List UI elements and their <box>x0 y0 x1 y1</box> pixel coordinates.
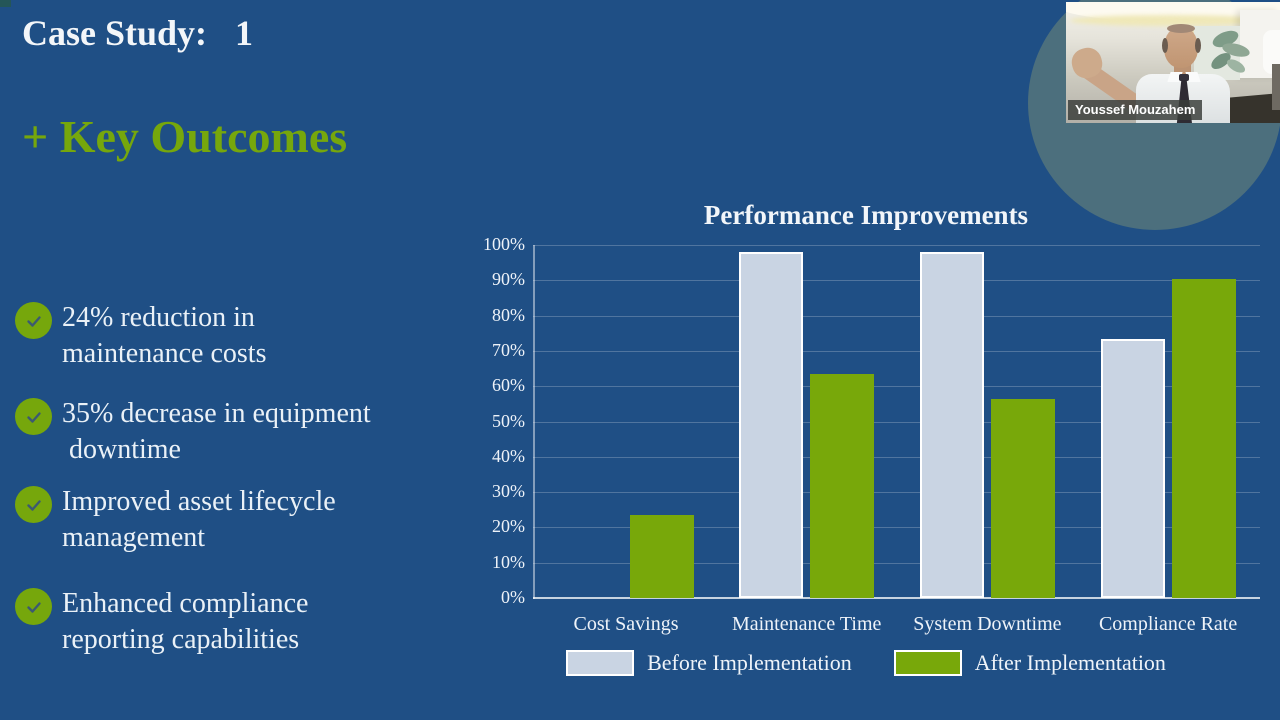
gridline <box>533 315 1260 317</box>
y-axis-tick-label: 20% <box>492 516 525 537</box>
gridline <box>533 386 1260 388</box>
room-edge-shadow <box>1272 64 1280 110</box>
legend-swatch-after <box>893 650 962 676</box>
x-axis-category-label: Maintenance Time <box>731 613 882 635</box>
y-axis-tick-label: 100% <box>483 234 525 254</box>
gridline <box>533 527 1260 529</box>
legend-swatch-before <box>566 650 635 676</box>
y-axis-tick-label: 50% <box>492 410 525 431</box>
chart-legend: Before Implementation After Implementatio… <box>470 650 1262 676</box>
speaker-head <box>1164 26 1198 68</box>
bar-after-maintenance-time <box>810 373 875 598</box>
legend-item: After Implementation <box>893 650 1166 676</box>
list-item: 35% decrease in equipment downtime <box>0 396 500 468</box>
slide-title-number: 1 <box>235 13 254 53</box>
y-axis-tick-label: 30% <box>492 481 525 502</box>
gridline <box>533 456 1260 458</box>
gridline <box>533 421 1260 423</box>
bullet-text: 35% decrease in equipment downtime <box>62 398 371 465</box>
y-axis-tick-label: 40% <box>492 445 525 466</box>
key-outcomes-list: 24% reduction in maintenance costs 35% de… <box>0 0 500 720</box>
chart-plot <box>533 245 1260 599</box>
check-icon <box>15 486 52 523</box>
bar-before-compliance-rate <box>1100 338 1165 598</box>
ceiling-light-band <box>1070 15 1270 26</box>
list-item: Enhanced compliance reporting capabiliti… <box>0 586 500 658</box>
y-axis-tick-label: 80% <box>492 304 525 325</box>
gridline <box>533 350 1260 352</box>
y-axis-tick-label: 60% <box>492 375 525 396</box>
legend-item: Before Implementation <box>566 650 852 676</box>
y-axis-tick-label: 0% <box>501 587 525 607</box>
legend-label: Before Implementation <box>647 650 852 675</box>
bar-after-system-downtime <box>990 398 1055 598</box>
check-icon <box>15 588 52 625</box>
webcam-video-tile[interactable]: Youssef Mouzahem <box>1066 2 1280 123</box>
key-outcomes-heading: + Key Outcomes <box>22 111 348 162</box>
speaker-hair <box>1167 24 1195 33</box>
bar-before-system-downtime <box>919 252 984 598</box>
gridline <box>533 245 1260 246</box>
speaker-hair <box>1162 38 1168 53</box>
x-axis-category-label: Cost Savings <box>573 613 679 635</box>
wall-lamp <box>1263 30 1280 74</box>
x-axis-category-label: Compliance Rate <box>1098 613 1238 635</box>
gridline <box>533 492 1260 494</box>
check-icon <box>15 398 52 435</box>
bar-before-maintenance-time <box>739 252 804 598</box>
y-axis-line <box>533 245 535 599</box>
y-axis-tick-label: 70% <box>492 339 525 360</box>
list-item: 24% reduction in maintenance costs <box>0 300 500 372</box>
gridline <box>533 280 1260 282</box>
bullet-text: Improved asset lifecycle management <box>62 486 336 553</box>
x-axis-category-label: System Downtime <box>913 613 1062 635</box>
y-axis-tick-label: 10% <box>492 551 525 572</box>
corner-artifact <box>0 0 11 7</box>
performance-chart: Performance Improvements Before Implemen… <box>470 200 1262 692</box>
slide-title-label: Case Study: <box>22 13 208 53</box>
speaker-hair <box>1195 38 1201 53</box>
participant-name-badge: Youssef Mouzahem <box>1068 100 1203 120</box>
bullet-text: 24% reduction in maintenance costs <box>62 302 267 369</box>
gridline <box>533 562 1260 564</box>
check-icon <box>15 302 52 339</box>
y-axis-tick-label: 90% <box>492 269 525 290</box>
bullet-text: Enhanced compliance reporting capabiliti… <box>62 588 309 655</box>
list-item: Improved asset lifecycle management <box>0 484 500 556</box>
bar-after-compliance-rate <box>1171 278 1236 598</box>
chart-title: Performance Improvements <box>703 200 1029 230</box>
bar-after-cost-savings <box>629 515 694 598</box>
legend-label: After Implementation <box>974 650 1166 675</box>
tie-knot <box>1179 74 1189 81</box>
gridline <box>533 597 1260 599</box>
slide-title: Case Study: 1 <box>22 12 253 54</box>
